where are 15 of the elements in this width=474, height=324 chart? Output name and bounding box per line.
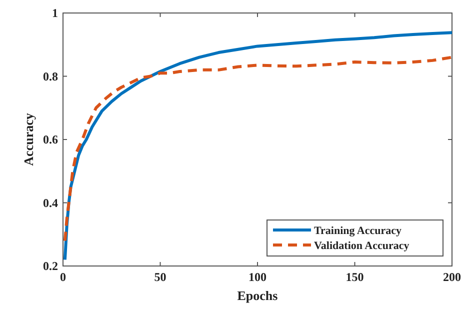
x-tick-label: 100 [248, 270, 266, 284]
x-tick-label: 50 [154, 270, 166, 284]
x-tick-label: 150 [346, 270, 364, 284]
y-tick-label: 0.4 [43, 196, 58, 210]
x-tick-label: 0 [60, 270, 66, 284]
y-tick-label: 0.6 [43, 132, 58, 147]
y-tick-label: 1 [52, 6, 58, 20]
legend-label: Training Accuracy [314, 224, 402, 237]
legend-label: Validation Accuracy [314, 240, 410, 252]
x-tick-label: 200 [443, 270, 461, 284]
y-axis-title: Accuracy [21, 112, 36, 166]
y-tick-label: 0.8 [43, 69, 58, 84]
x-axis-title: Epochs [237, 288, 278, 303]
y-tick-label: 0.2 [43, 259, 58, 274]
line-series [63, 56, 454, 242]
